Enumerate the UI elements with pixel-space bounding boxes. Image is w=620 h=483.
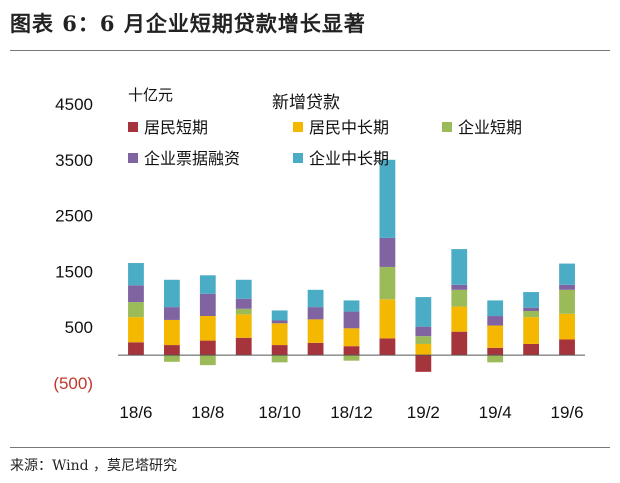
bar-segment-18-11-series5 bbox=[307, 289, 324, 308]
bar-segment-19-3-series4 bbox=[451, 284, 468, 290]
bar-segment-18-10-series3 bbox=[271, 355, 288, 363]
bar-segment-18-9-series4 bbox=[235, 298, 252, 309]
bar-segment-19-2-series4 bbox=[415, 326, 432, 337]
x-axis-ticks: 18/6 18/8 18/10 18/12 19/2 19/4 19/6 bbox=[119, 403, 583, 422]
bar-segment-18-7-series2 bbox=[163, 319, 180, 346]
bar-segment-19-5-series4 bbox=[523, 307, 540, 312]
bar-segment-18-9-series3 bbox=[235, 308, 252, 315]
bar-segment-19-1-series2 bbox=[379, 299, 396, 339]
bar-segment-18-9-series1 bbox=[235, 337, 252, 356]
bar-segment-18-12-series2 bbox=[343, 328, 360, 347]
bar-segment-18-6-series5 bbox=[128, 263, 144, 286]
bar-segment-19-5-series3 bbox=[523, 311, 540, 318]
title-divider bbox=[10, 50, 610, 51]
bar-segment-19-3-series3 bbox=[451, 289, 468, 307]
bar-segment-18-8-series2 bbox=[199, 316, 216, 341]
bar-segment-19-2-series1 bbox=[415, 355, 432, 372]
y-tick-label: 4500 bbox=[55, 95, 93, 114]
bar-segment-18-10-series2 bbox=[271, 323, 288, 346]
bar-segment-18-8-series5 bbox=[199, 275, 216, 294]
bar-segment-18-6-series3 bbox=[128, 302, 144, 318]
legend-swatch bbox=[128, 153, 138, 163]
bar-segment-19-3-series2 bbox=[451, 306, 468, 332]
bar-segment-18-11-series4 bbox=[307, 307, 324, 320]
x-tick-label: 18/8 bbox=[191, 403, 224, 422]
y-tick-label: 2500 bbox=[55, 207, 93, 226]
bar-segment-18-7-series3 bbox=[163, 355, 180, 362]
legend-label: 居民中长期 bbox=[309, 118, 389, 137]
bar-segment-19-1-series3 bbox=[379, 266, 396, 300]
bar-segment-19-4-series2 bbox=[487, 325, 504, 348]
bar-segment-19-2-series3 bbox=[415, 336, 432, 344]
bar-segment-18-8-series3 bbox=[199, 355, 216, 366]
bar-segment-19-6-series3 bbox=[559, 289, 575, 314]
bar-segment-18-12-series5 bbox=[343, 300, 360, 312]
y-tick-label: 500 bbox=[65, 318, 93, 337]
bar-segment-19-2-series5 bbox=[415, 297, 432, 327]
bar-segment-18-12-series1 bbox=[343, 346, 360, 356]
figure-title: 图表 6：6 月企业短期贷款增长显著 bbox=[10, 11, 366, 36]
legend-label: 居民短期 bbox=[144, 118, 208, 137]
bar-segment-19-5-series2 bbox=[523, 317, 540, 344]
bar-segment-18-7-series4 bbox=[163, 307, 180, 320]
bar-segment-18-8-series4 bbox=[199, 293, 216, 317]
bars-layer bbox=[128, 159, 575, 372]
bar-segment-19-6-series2 bbox=[559, 313, 575, 340]
x-tick-label: 19/4 bbox=[479, 403, 512, 422]
legend-swatch bbox=[128, 122, 138, 132]
bar-segment-18-7-series5 bbox=[163, 279, 180, 308]
bar-segment-18-7-series1 bbox=[163, 345, 180, 356]
bar-segment-19-1-series1 bbox=[379, 338, 396, 356]
unit-label: 十亿元 bbox=[128, 86, 173, 104]
bar-segment-19-4-series3 bbox=[487, 355, 504, 363]
x-tick-label: 18/10 bbox=[258, 403, 301, 422]
bar-segment-18-11-series2 bbox=[307, 319, 324, 343]
legend-label: 企业中长期 bbox=[309, 149, 389, 168]
x-tick-label: 18/12 bbox=[330, 403, 373, 422]
bar-segment-19-4-series5 bbox=[487, 300, 504, 317]
bar-segment-18-10-series4 bbox=[271, 320, 288, 324]
bar-segment-19-3-series1 bbox=[451, 331, 468, 356]
y-tick-label: (500) bbox=[53, 374, 93, 393]
bar-segment-19-2-series2 bbox=[415, 343, 432, 356]
bar-segment-18-9-series2 bbox=[235, 314, 252, 338]
bar-segment-18-10-series1 bbox=[271, 345, 288, 356]
bar-segment-19-6-series5 bbox=[559, 263, 575, 285]
legend-swatch bbox=[442, 122, 452, 132]
bar-segment-19-5-series5 bbox=[523, 292, 540, 308]
bar-segment-18-11-series1 bbox=[307, 342, 324, 356]
x-tick-label: 18/6 bbox=[119, 403, 152, 422]
bar-segment-19-3-series5 bbox=[451, 249, 468, 285]
bar-segment-18-10-series5 bbox=[271, 310, 288, 321]
source-divider bbox=[10, 447, 610, 448]
x-tick-label: 19/6 bbox=[550, 403, 583, 422]
y-tick-label: 1500 bbox=[55, 262, 93, 281]
bar-segment-19-6-series1 bbox=[559, 339, 575, 356]
chart-title: 新增贷款 bbox=[272, 93, 340, 113]
bar-segment-18-6-series4 bbox=[128, 285, 144, 303]
y-axis-ticks: 4500 3500 2500 1500 500 (500) bbox=[53, 95, 93, 393]
bar-segment-18-12-series3 bbox=[343, 355, 360, 361]
bar-segment-19-4-series1 bbox=[487, 347, 504, 356]
bar-segment-18-8-series1 bbox=[199, 340, 216, 356]
source-note: 来源：Wind ，莫尼塔研究 bbox=[10, 458, 178, 474]
x-tick-label: 19/2 bbox=[407, 403, 440, 422]
bar-segment-19-1-series4 bbox=[379, 237, 396, 267]
bar-segment-19-4-series4 bbox=[487, 316, 504, 326]
bar-segment-19-1-series5 bbox=[379, 159, 396, 238]
legend-label: 企业短期 bbox=[458, 118, 522, 137]
bar-segment-18-6-series2 bbox=[128, 317, 144, 343]
bar-segment-18-6-series1 bbox=[128, 342, 144, 356]
y-tick-label: 3500 bbox=[55, 151, 93, 170]
bar-segment-19-6-series4 bbox=[559, 284, 575, 290]
bar-segment-19-5-series1 bbox=[523, 343, 540, 356]
legend-label: 企业票据融资 bbox=[144, 149, 240, 168]
legend-swatch bbox=[293, 122, 303, 132]
bar-segment-18-9-series5 bbox=[235, 279, 252, 299]
legend-swatch bbox=[293, 153, 303, 163]
bar-segment-18-12-series4 bbox=[343, 311, 360, 329]
